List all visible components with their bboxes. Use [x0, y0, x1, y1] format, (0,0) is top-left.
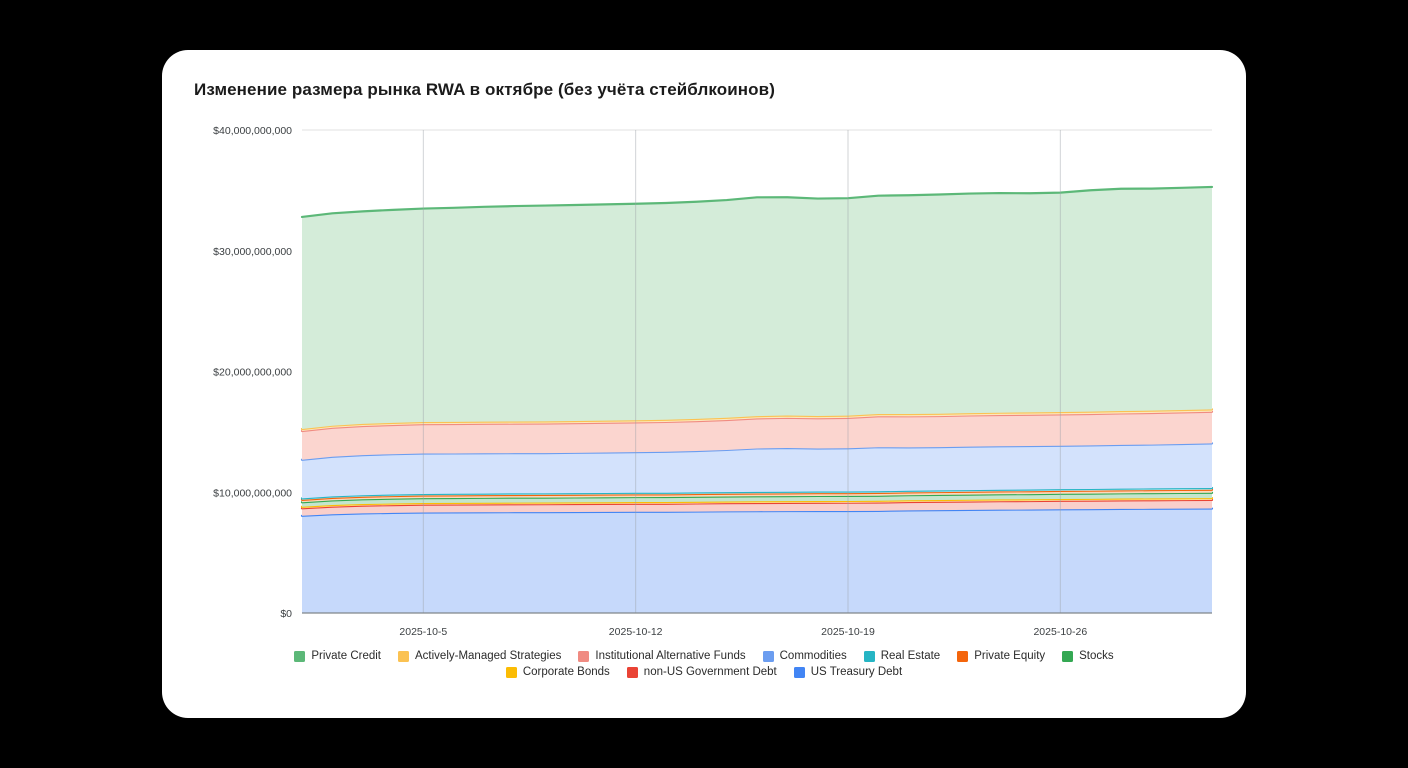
area-band: [302, 492, 1212, 507]
legend-label: Institutional Alternative Funds: [595, 650, 746, 662]
legend-item[interactable]: Corporate Bonds: [505, 666, 610, 678]
legend-label: Private Equity: [974, 650, 1046, 662]
area-band: [302, 499, 1212, 516]
legend-swatch-icon: [398, 650, 409, 662]
legend-item[interactable]: non-US Government Debt: [626, 666, 777, 678]
legend-label: US Treasury Debt: [810, 666, 903, 678]
legend-swatch-icon: [1062, 650, 1074, 662]
area-band: [302, 508, 1212, 613]
legend-label: Actively-Managed Strategies: [415, 650, 562, 662]
x-axis-tick-label: 2025-10-5: [399, 626, 447, 638]
legend-item[interactable]: Private Equity: [957, 650, 1045, 662]
x-axis-tick-label: 2025-10-26: [1033, 626, 1087, 638]
legend-item[interactable]: Actively-Managed Strategies: [398, 650, 561, 662]
legend-item[interactable]: Institutional Alternative Funds: [578, 650, 746, 662]
stacked-area-chart: $0 $10,000,000,000 $20,000,000,000 $30,000,…: [213, 125, 1214, 638]
legend-swatch-icon: [294, 650, 306, 662]
series-line: [300, 185, 1214, 219]
area-band: [302, 409, 1212, 432]
y-axis-tick-label: $0: [280, 608, 292, 620]
legend-swatch-icon: [957, 650, 969, 662]
legend-label: Commodities: [779, 650, 847, 662]
legend-label: non-US Government Debt: [643, 666, 777, 678]
legend-item[interactable]: US Treasury Debt: [793, 666, 903, 678]
legend-row: Private Credit Actively-Managed Strategie…: [294, 650, 1114, 662]
chart-plot-area: $0 $10,000,000,000 $20,000,000,000 $30,000,…: [162, 50, 1246, 718]
y-axis-tick-label: $20,000,000,000: [213, 367, 292, 379]
chart-card: Изменение размера рынка RWA в октябре (б…: [162, 50, 1246, 718]
legend-label: Corporate Bonds: [522, 666, 610, 678]
legend-label: Stocks: [1079, 650, 1114, 662]
legend-swatch-icon: [505, 666, 517, 678]
legend-swatch-icon: [578, 650, 590, 662]
chart-legend: Private Credit Actively-Managed Strategie…: [162, 650, 1246, 678]
legend-item[interactable]: Real Estate: [863, 650, 941, 662]
legend-label: Real Estate: [880, 650, 941, 662]
y-axis-tick-label: $30,000,000,000: [213, 246, 292, 258]
legend-swatch-icon: [793, 666, 805, 678]
x-axis-tick-label: 2025-10-12: [609, 626, 663, 638]
area-band: [302, 186, 1212, 429]
legend-item[interactable]: Commodities: [762, 650, 847, 662]
page-title: Изменение размера рынка RWA в октябре (б…: [194, 80, 775, 99]
x-axis-tick-label: 2025-10-19: [821, 626, 875, 638]
legend-item[interactable]: Private Credit: [294, 650, 381, 662]
y-axis-tick-label: $10,000,000,000: [213, 487, 292, 499]
area-band: [302, 489, 1212, 503]
y-axis-tick-label: $40,000,000,000: [213, 125, 292, 137]
legend-row: Corporate Bonds non-US Government Debt US …: [505, 666, 903, 678]
legend-swatch-icon: [762, 650, 774, 662]
series-line: [300, 486, 1214, 500]
legend-label: Private Credit: [311, 650, 381, 662]
legend-swatch-icon: [626, 666, 638, 678]
legend-swatch-icon: [863, 650, 875, 662]
legend-item[interactable]: Stocks: [1062, 650, 1114, 662]
area-band: [302, 443, 1212, 499]
